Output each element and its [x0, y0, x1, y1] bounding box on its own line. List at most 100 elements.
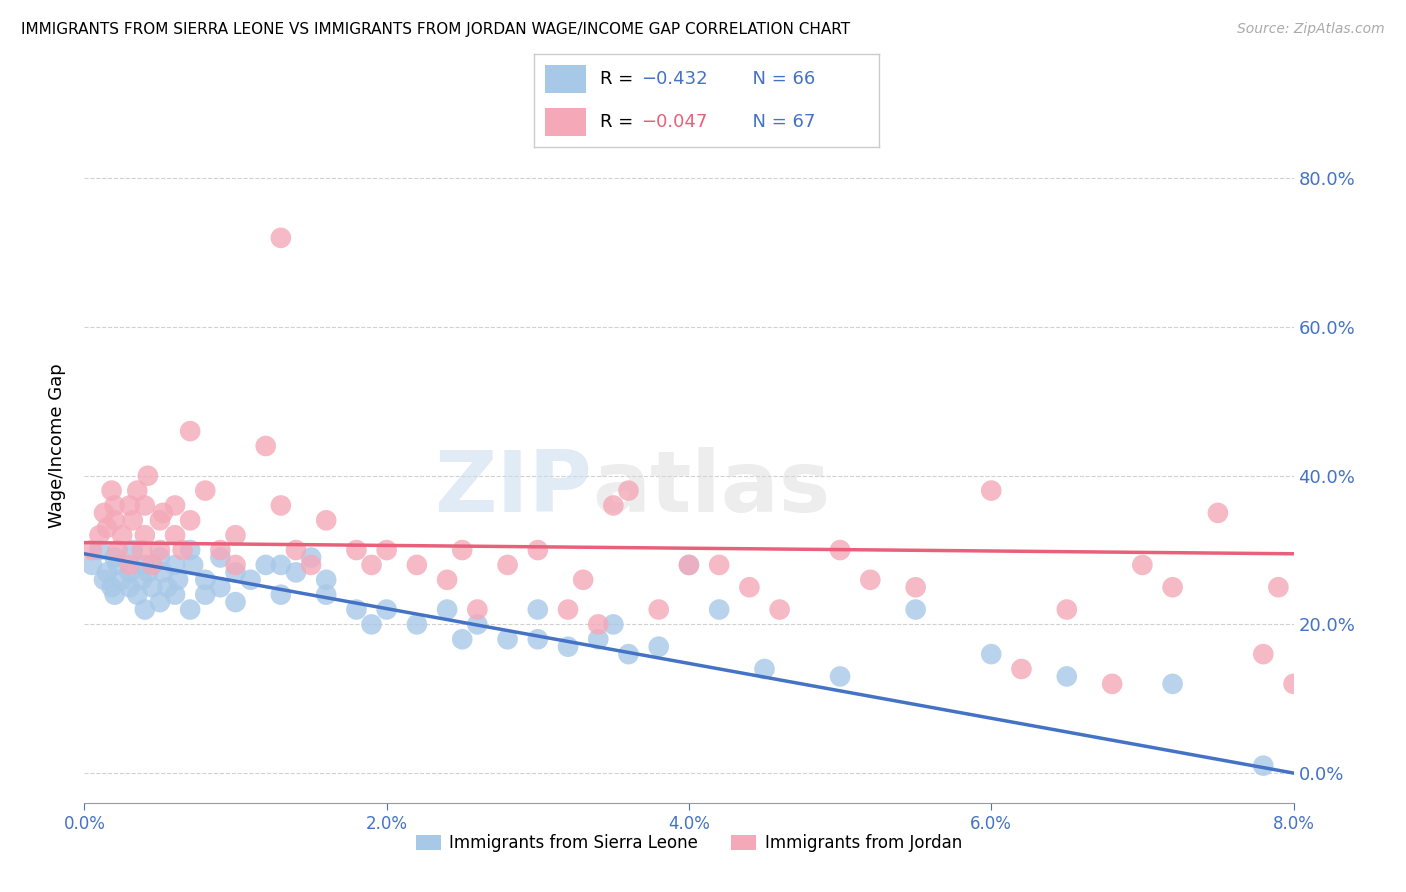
Point: [451, 543, 474, 558]
Point: [165, 588, 187, 602]
Point: [100, 483, 122, 498]
Point: [980, 483, 1002, 498]
Text: Source: ZipAtlas.com: Source: ZipAtlas.com: [1237, 22, 1385, 37]
Point: [225, 595, 247, 609]
Point: [104, 513, 127, 527]
Point: [118, 566, 141, 580]
Point: [93, 573, 115, 587]
Point: [527, 632, 550, 647]
Point: [769, 602, 792, 616]
Point: [121, 513, 143, 527]
Point: [1056, 669, 1078, 683]
Point: [194, 588, 217, 602]
Point: [225, 528, 247, 542]
Point: [738, 580, 761, 594]
Point: [172, 543, 194, 558]
Y-axis label: Wage/Income Gap: Wage/Income Gap: [48, 364, 66, 528]
Point: [165, 499, 187, 513]
Point: [156, 580, 179, 594]
Text: N = 67: N = 67: [741, 113, 815, 131]
Point: [406, 558, 429, 572]
Point: [100, 580, 122, 594]
Point: [225, 558, 247, 572]
Text: −0.432: −0.432: [641, 70, 707, 87]
Bar: [544, 65, 586, 93]
Point: [136, 566, 159, 580]
Point: [270, 558, 292, 572]
Point: [980, 647, 1002, 661]
Text: IMMIGRANTS FROM SIERRA LEONE VS IMMIGRANTS FROM JORDAN WAGE/INCOME GAP CORRELATI: IMMIGRANTS FROM SIERRA LEONE VS IMMIGRAN…: [21, 22, 851, 37]
Point: [360, 558, 382, 572]
Point: [678, 558, 700, 572]
Point: [1253, 758, 1275, 772]
Point: [270, 231, 292, 245]
Text: atlas: atlas: [592, 447, 831, 531]
Point: [152, 506, 174, 520]
Point: [1132, 558, 1154, 572]
Point: [572, 573, 595, 587]
Point: [496, 632, 519, 647]
Point: [270, 588, 292, 602]
Text: R =: R =: [600, 113, 638, 131]
Point: [588, 632, 610, 647]
Text: −0.047: −0.047: [641, 113, 707, 131]
Point: [104, 550, 127, 565]
Point: [127, 483, 149, 498]
Point: [1267, 580, 1289, 594]
Point: [904, 602, 927, 616]
Point: [830, 669, 852, 683]
Point: [1101, 677, 1123, 691]
Point: [111, 573, 134, 587]
Legend: Immigrants from Sierra Leone, Immigrants from Jordan: Immigrants from Sierra Leone, Immigrants…: [409, 828, 969, 859]
Point: [165, 528, 187, 542]
Point: [754, 662, 776, 676]
Point: [149, 513, 172, 527]
Point: [179, 513, 201, 527]
Point: [107, 543, 129, 558]
Point: [181, 558, 204, 572]
Point: [436, 602, 458, 616]
Point: [149, 543, 172, 558]
Text: N = 66: N = 66: [741, 70, 815, 87]
Point: [89, 543, 111, 558]
Point: [93, 506, 115, 520]
Point: [89, 528, 111, 542]
Point: [80, 558, 103, 572]
Point: [1282, 677, 1305, 691]
Point: [134, 558, 156, 572]
Point: [1253, 647, 1275, 661]
Point: [557, 602, 579, 616]
Point: [904, 580, 927, 594]
Bar: [544, 108, 586, 136]
Point: [131, 573, 153, 587]
Point: [111, 528, 134, 542]
Point: [830, 543, 852, 558]
Point: [209, 580, 232, 594]
Point: [346, 543, 368, 558]
Point: [104, 588, 127, 602]
Point: [678, 558, 700, 572]
Point: [149, 595, 172, 609]
Point: [285, 543, 308, 558]
Point: [96, 521, 118, 535]
Point: [315, 573, 337, 587]
Point: [1206, 506, 1229, 520]
Point: [149, 550, 172, 565]
Point: [179, 543, 201, 558]
Point: [859, 573, 882, 587]
Point: [648, 602, 671, 616]
Point: [299, 550, 322, 565]
Point: [165, 558, 187, 572]
Point: [179, 602, 201, 616]
Point: [436, 573, 458, 587]
Point: [254, 558, 277, 572]
Point: [375, 543, 398, 558]
Point: [209, 550, 232, 565]
Point: [496, 558, 519, 572]
Point: [96, 566, 118, 580]
Point: [134, 499, 156, 513]
Point: [225, 566, 247, 580]
Point: [141, 558, 163, 572]
Text: ZIP: ZIP: [434, 447, 592, 531]
Point: [467, 602, 489, 616]
